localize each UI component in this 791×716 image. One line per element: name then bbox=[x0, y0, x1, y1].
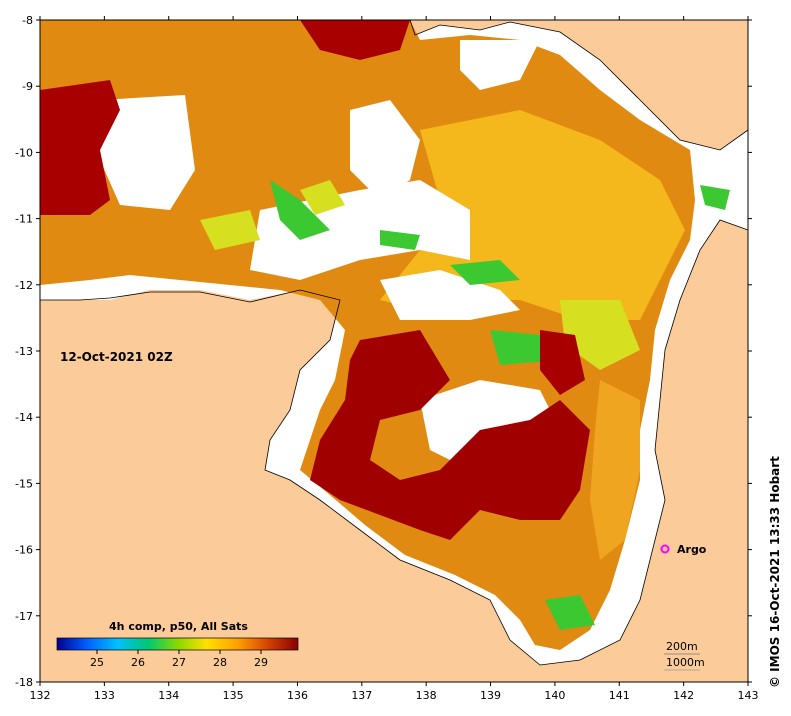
lon-tick-label: 134 bbox=[158, 689, 179, 702]
copyright-symbol: © bbox=[768, 676, 782, 688]
lon-tick-label: 137 bbox=[351, 689, 372, 702]
lon-tick-label: 135 bbox=[223, 689, 244, 702]
lon-tick-label: 143 bbox=[738, 689, 759, 702]
cloud-gap bbox=[350, 100, 420, 200]
colorbar-tick-label: 25 bbox=[90, 656, 104, 669]
argo-marker-icon bbox=[660, 544, 670, 554]
cloud-gap bbox=[460, 40, 540, 90]
lat-tick-label: -10 bbox=[15, 146, 33, 159]
cloud-gap bbox=[100, 95, 195, 210]
lat-tick-label: -13 bbox=[15, 345, 33, 358]
lat-tick-label: -18 bbox=[15, 676, 33, 689]
lat-tick-label: -15 bbox=[15, 477, 33, 490]
lon-tick-label: 136 bbox=[287, 689, 308, 702]
contour-200m-label: 200m bbox=[666, 640, 698, 653]
mild-patches bbox=[200, 180, 640, 370]
colorbar-tick-label: 28 bbox=[213, 656, 227, 669]
coastline bbox=[40, 219, 749, 666]
cloud-gap bbox=[380, 270, 520, 320]
lon-tick-label: 138 bbox=[416, 689, 437, 702]
hot-south bbox=[310, 330, 590, 540]
argo-label: Argo bbox=[677, 543, 707, 556]
sst-field-east bbox=[590, 380, 640, 560]
lon-tick-label: 132 bbox=[30, 689, 51, 702]
colorbar-title: 4h comp, p50, All Sats bbox=[109, 620, 248, 633]
axis-ticks: 132 133 134 135 136 137 138 139 140 141 142 143 -8 -9… bbox=[15, 14, 758, 702]
contour-1000m-label: 1000m bbox=[666, 656, 705, 669]
lat-tick-label: -12 bbox=[15, 279, 33, 292]
coastline-north bbox=[409, 19, 749, 151]
colorbar bbox=[56, 637, 299, 651]
lat-tick-label: -17 bbox=[15, 610, 33, 623]
timestamp-label: 12-Oct-2021 02Z bbox=[60, 350, 173, 364]
colorbar-tick-label: 27 bbox=[172, 656, 186, 669]
lon-tick-label: 139 bbox=[480, 689, 501, 702]
lon-tick-label: 142 bbox=[673, 689, 694, 702]
lon-tick-label: 140 bbox=[544, 689, 565, 702]
credit-text: IMOS 16-Oct-2021 13:33 Hobart bbox=[768, 456, 782, 672]
lon-tick-label: 141 bbox=[609, 689, 630, 702]
lon-tick-label: 133 bbox=[94, 689, 115, 702]
cloud-gap bbox=[420, 380, 560, 470]
colorbar-ticks: 25 26 27 28 29 bbox=[90, 650, 268, 669]
lat-tick-label: -11 bbox=[15, 213, 33, 226]
lat-tick-label: -8 bbox=[22, 14, 33, 27]
lat-tick-label: -9 bbox=[22, 80, 33, 93]
hot-west bbox=[40, 80, 120, 215]
hot-north bbox=[300, 20, 410, 60]
credit-line: © IMOS 16-Oct-2021 13:33 Hobart bbox=[768, 456, 782, 688]
hot-centre bbox=[540, 330, 585, 395]
colorbar-tick-label: 29 bbox=[254, 656, 268, 669]
lat-tick-label: -14 bbox=[15, 411, 33, 424]
colorbar-tick-label: 26 bbox=[131, 656, 145, 669]
lat-tick-label: -16 bbox=[15, 544, 33, 557]
